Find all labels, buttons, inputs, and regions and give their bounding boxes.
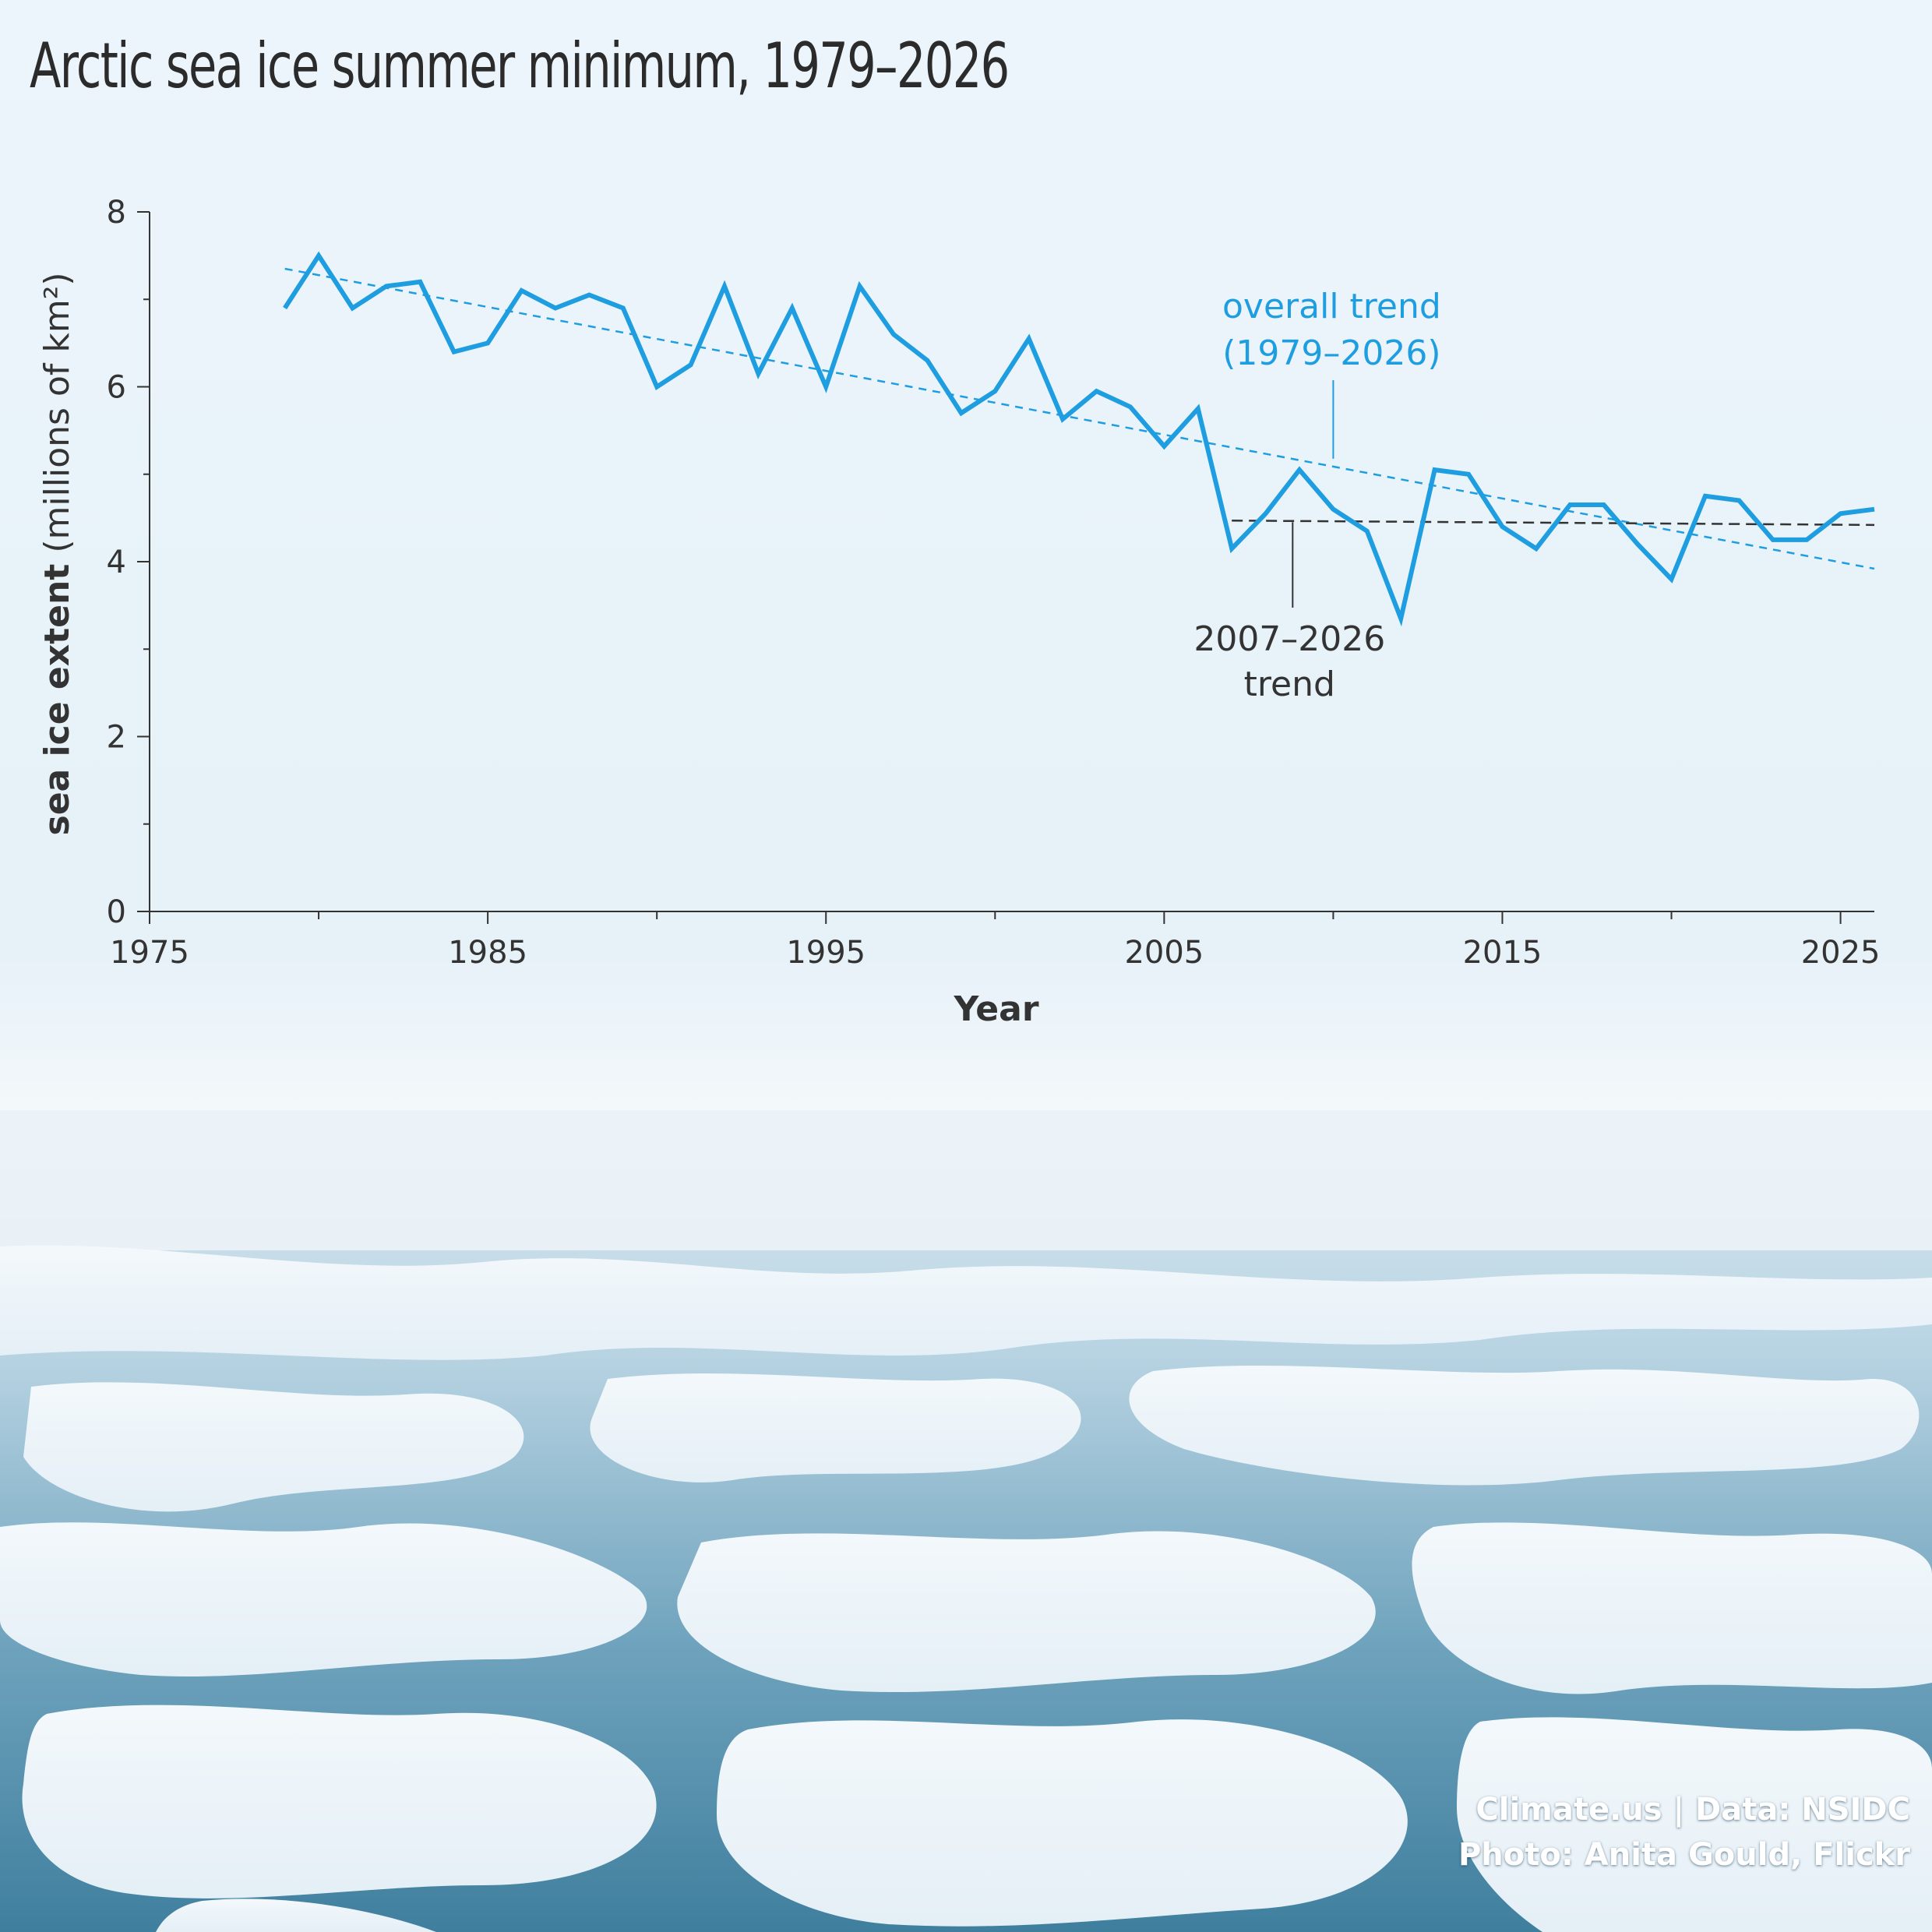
chart-title: Arctic sea ice summer minimum, 1979–2026 [30,30,1010,102]
x-axis-title: Year [953,989,1038,1029]
series [283,251,1875,627]
axes: 0 2 4 6 8 1975 1985 1995 2005 2015 2025 Year sea ice… [37,195,1880,1029]
overall-trend-line [284,267,1875,570]
line-chart: 0 2 4 6 8 1975 1985 1995 2005 2015 2025 Year sea ice… [37,195,1880,1029]
x-tick-label: 1995 [786,935,866,971]
sea-ice-extent-line [283,251,1875,627]
y-tick-label: 6 [107,370,126,406]
credit-line-source: Climate.us | Data: NSIDC [1475,1792,1910,1828]
recent-trend-line [1232,519,1875,527]
y-tick-label: 0 [107,894,126,930]
overall-trend-label-line2: (1979–2026) [1222,333,1440,373]
y-axis-title-units: (millions of km²) [37,273,77,564]
ice-floes [0,1245,1932,1932]
x-tick-label: 2025 [1801,935,1881,971]
x-tick-label: 2015 [1463,935,1542,971]
y-tick-label: 4 [107,545,126,580]
y-tick-label: 2 [107,720,126,756]
credit-line-photo: Photo: Anita Gould, Flickr [1458,1837,1910,1873]
recent-trend-label-line1: 2007–2026 [1193,619,1385,659]
recent-trend-label-line2: trend [1244,665,1335,704]
overall-trend-label-line1: overall trend [1222,287,1441,326]
x-tick-label: 1985 [448,935,527,971]
y-tick-label: 8 [107,195,126,231]
x-tick-label: 1975 [110,935,189,971]
y-axis-title-bold: sea ice extent [37,564,77,836]
annotations: overall trend (1979–2026) 2007–2026 trend [1193,287,1440,704]
y-axis-title: sea ice extent (millions of km²) [37,273,77,836]
trend-lines [284,267,1875,570]
x-tick-label: 2005 [1124,935,1204,971]
